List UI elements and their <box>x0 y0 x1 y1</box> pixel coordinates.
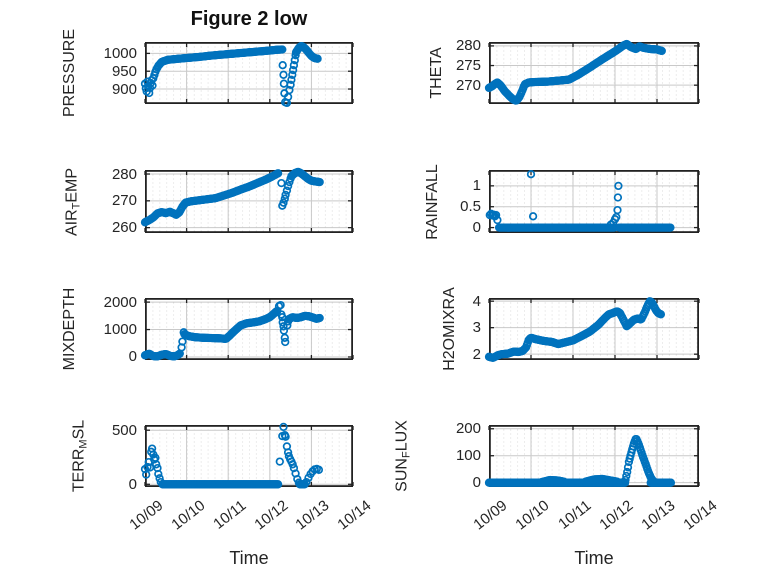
h2omixra-ytick-label: 2 <box>472 345 481 363</box>
sun-flux-ytick-label: 100 <box>455 447 481 465</box>
pressure-ylabel: PRESSURE <box>61 28 78 118</box>
subplot-terr-msl: 0 500 TERRMSL 10/09 10/10 10/11 10/12 10/13 10/1… <box>71 420 375 534</box>
air-temp-ytick-label: 280 <box>111 165 137 183</box>
mixdepth-ytick-label: 1000 <box>103 321 137 339</box>
theta-plot-area <box>484 39 700 105</box>
rainfall-ytick-label: 0 <box>472 219 481 237</box>
x-tick-label: 10/10 <box>168 497 209 534</box>
rainfall-ytick-label: 0.5 <box>460 198 481 216</box>
pressure-ytick-label: 950 <box>111 62 137 80</box>
h2omixra-ylabel: H2OMIXRA <box>441 287 458 371</box>
air-temp-ytick-label: 270 <box>111 192 137 210</box>
subplot-pressure: 900 950 1000 PRESSURE <box>61 29 354 117</box>
subplot-h2omixra: 2 3 4 H2OMIXRA <box>441 287 700 371</box>
x-tick-label: 10/14 <box>680 497 721 534</box>
air-temp-ytick-label: 260 <box>111 219 137 237</box>
pressure-ytick-label: 1000 <box>103 44 137 62</box>
subplot-sun-flux: 0 100 200 SUNFLUX 10/09 10/10 10/11 10/12 10/13 1… <box>394 420 721 533</box>
x-tick-label: 10/09 <box>470 497 511 534</box>
x-tick-label: 10/12 <box>251 497 292 534</box>
x-axis-label-right: Time <box>574 548 614 568</box>
x-tick-label: 10/13 <box>292 497 333 534</box>
rainfall-ytick-label: 1 <box>472 177 481 195</box>
pressure-ytick-label: 900 <box>111 80 137 98</box>
theta-ytick-label: 270 <box>455 76 481 94</box>
mixdepth-plot-area <box>140 297 354 361</box>
air-temp-ylabel: AIRTEMP <box>63 167 83 236</box>
x-tick-label: 10/10 <box>512 497 553 534</box>
terr-msl-plot-area <box>140 422 354 489</box>
sun-flux-ytick-label: 200 <box>455 420 481 438</box>
air-temp-plot-area <box>140 167 354 234</box>
mixdepth-ytick-label: 0 <box>128 348 137 366</box>
subplot-air-temp: 260 270 280 AIRTEMP <box>64 166 354 236</box>
subplot-mixdepth: 0 1000 2000 MIXDEPTH <box>61 288 354 370</box>
h2omixra-ytick-label: 3 <box>472 319 481 337</box>
subplot-rainfall: 0 0.5 1 RAINFALL <box>424 164 700 239</box>
theta-ytick-label: 280 <box>455 37 481 55</box>
theta-ylabel: THETA <box>428 47 445 99</box>
terr-msl-ytick-label: 500 <box>111 421 137 439</box>
x-tick-label: 10/14 <box>334 497 375 534</box>
rainfall-ylabel: RAINFALL <box>424 163 441 240</box>
x-tick-label: 10/13 <box>638 497 679 534</box>
x-tick-label: 10/09 <box>126 497 167 534</box>
sun-flux-ylabel: SUNFLUX <box>393 420 413 492</box>
pressure-plot-area <box>140 41 354 108</box>
subplot-theta: 270 275 280 THETA <box>428 37 700 105</box>
mixdepth-ylabel: MIXDEPTH <box>61 287 78 371</box>
sun-flux-plot-area <box>484 424 700 488</box>
terr-msl-ytick-label: 0 <box>128 475 137 493</box>
x-tick-label: 10/12 <box>596 497 637 534</box>
x-tick-label: 10/11 <box>555 497 595 533</box>
h2omixra-ytick-label: 4 <box>472 292 481 310</box>
sun-flux-ytick-label: 0 <box>472 474 481 492</box>
figure-title: Figure 2 low <box>190 8 308 30</box>
h2omixra-plot-area <box>484 297 700 362</box>
rainfall-plot-area <box>485 169 700 234</box>
x-axis-label-left: Time <box>229 548 269 568</box>
x-tick-label: 10/11 <box>210 497 250 533</box>
theta-ytick-label: 275 <box>455 57 481 75</box>
terr-msl-ylabel: TERRMSL <box>70 419 90 493</box>
mixdepth-ytick-label: 2000 <box>103 293 137 311</box>
